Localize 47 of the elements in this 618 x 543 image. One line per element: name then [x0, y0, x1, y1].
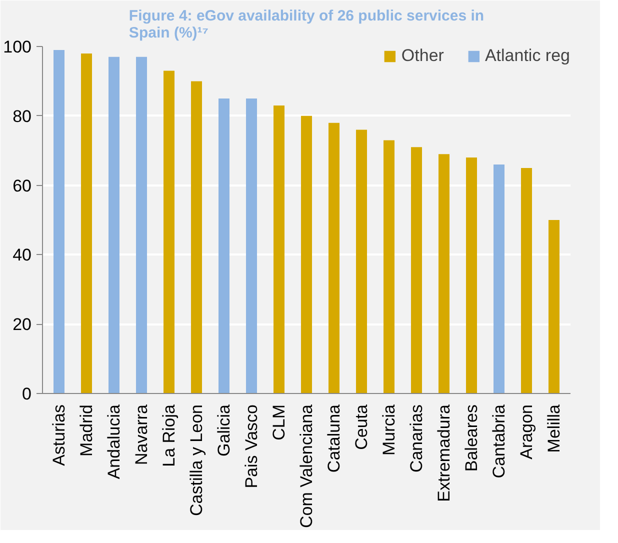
x-tick-label: CLM [270, 404, 288, 440]
x-tick-label: Aragon [517, 404, 536, 460]
bar [494, 164, 504, 394]
x-tick-label: Canarias [407, 404, 426, 473]
x-tick-label: Andalucia [104, 404, 124, 480]
bar [384, 140, 394, 394]
x-tick-label: Galicia [214, 404, 234, 456]
bar [136, 56, 147, 394]
bar [411, 147, 422, 394]
x-tick-label: Madrid [77, 404, 96, 456]
x-tick-label: Castilla y Leon [187, 404, 206, 516]
y-tick-label: 100 [3, 38, 32, 56]
bar [521, 168, 532, 394]
bar [301, 116, 312, 394]
bar [356, 130, 367, 394]
x-tick-label: Asturias [50, 404, 68, 466]
x-tick-label: Com Valenciana [297, 404, 316, 528]
bar [108, 56, 120, 394]
y-tick-label: 60 [12, 176, 32, 196]
bar [54, 50, 64, 394]
bar [328, 122, 340, 394]
x-tick-label: Cantabria [490, 404, 508, 478]
x-tick-label: Extremadura [434, 404, 454, 502]
x-tick-label: Navarra [132, 404, 151, 465]
x-tick-label: Murcia [380, 404, 398, 456]
x-tick-label: Baleares [462, 404, 481, 472]
y-tick-label: 80 [12, 106, 32, 126]
bar [548, 220, 560, 394]
chart-title: Figure 4: eGov availability of 26 public services in Spain (%)¹⁷ [128, 8, 484, 42]
x-tick-label: Ceuta [352, 404, 371, 450]
bar [466, 158, 477, 394]
x-tick-label: Pais Vasco [242, 404, 261, 488]
legend-label: Atlantic reg [484, 46, 570, 66]
bar [438, 154, 450, 394]
x-tick-label: La Rioja [160, 404, 178, 467]
bar [164, 70, 174, 394]
bar [81, 53, 92, 394]
x-tick-label: Cataluna [324, 404, 344, 473]
legend-label: Other [401, 46, 444, 66]
y-tick-label: 0 [22, 384, 32, 404]
bar [246, 98, 257, 394]
y-tick-label: 20 [12, 315, 32, 334]
bar [218, 98, 230, 394]
y-tick-label: 40 [12, 246, 32, 265]
x-tick-label: Melilla [544, 404, 564, 453]
bar [274, 105, 284, 394]
bar [191, 81, 202, 394]
